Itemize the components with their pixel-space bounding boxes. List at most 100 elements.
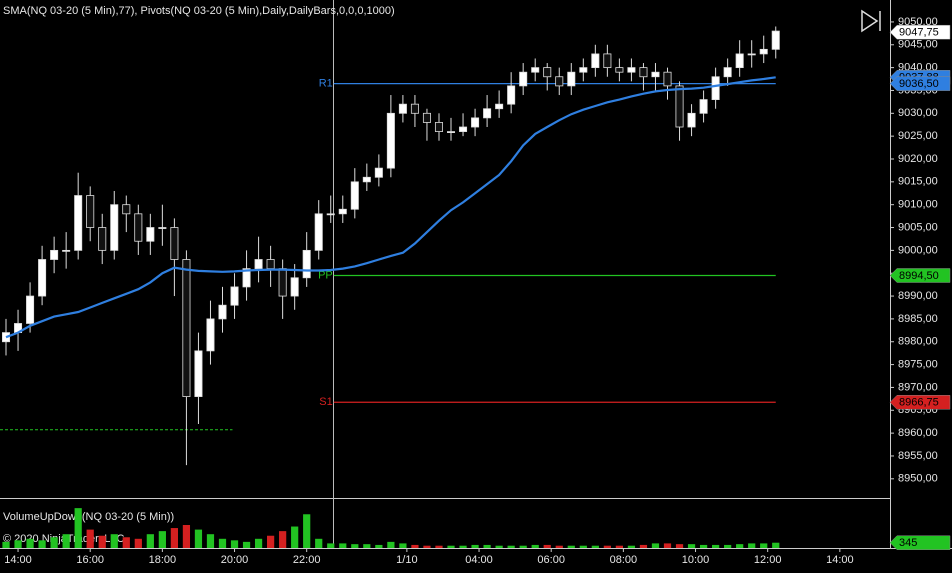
chart-title: SMA(NQ 03-20 (5 Min),77), Pivots(NQ 03-2… — [3, 5, 395, 17]
volume-bar — [279, 531, 287, 548]
volume-bar — [134, 538, 142, 548]
candle-body — [146, 227, 155, 242]
pivot-label: R1 — [319, 78, 333, 90]
candle-body — [362, 176, 371, 183]
y-tick-label: 9020,00 — [898, 153, 938, 165]
pivot-price-label-box — [889, 268, 951, 283]
volume-bar — [736, 544, 744, 548]
volume-bar — [86, 529, 94, 548]
candle-body — [122, 204, 131, 215]
candle-body — [579, 67, 588, 73]
candle-body — [62, 249, 71, 252]
volume-bar — [519, 545, 527, 548]
candle-body — [723, 67, 732, 78]
y-tick-label: 9015,00 — [898, 176, 938, 188]
x-tick-label: 12:00 — [754, 554, 782, 566]
volume-bar — [363, 544, 371, 548]
candle-body — [50, 249, 59, 260]
candle-body — [74, 195, 83, 251]
candle-body — [603, 53, 612, 69]
candle-body — [278, 268, 287, 297]
candle-body — [98, 227, 107, 251]
volume-bar — [483, 544, 491, 548]
play-icon[interactable] — [861, 9, 881, 33]
candle-body — [218, 304, 227, 320]
y-tick-label: 9030,00 — [898, 107, 938, 119]
candle-body — [615, 67, 624, 73]
volume-bar — [435, 545, 443, 548]
candle-body — [158, 227, 167, 229]
x-tick-label: 08:00 — [610, 554, 638, 566]
volume-bar — [411, 544, 419, 548]
volume-bar — [591, 545, 599, 548]
candle-body — [627, 67, 636, 73]
volume-bar — [291, 526, 299, 548]
candle-body — [675, 85, 684, 128]
y-tick-label: 9005,00 — [898, 221, 938, 233]
candle-body — [434, 122, 443, 132]
volume-bar — [603, 545, 611, 548]
y-tick-label: 9045,00 — [898, 39, 938, 51]
pivot-label: S1 — [319, 396, 332, 408]
candle-body — [206, 318, 215, 352]
volume-bar — [230, 540, 239, 548]
volume-bar — [495, 545, 503, 548]
pivot-price-label: 8994,50 — [899, 270, 939, 282]
volume-bar — [375, 544, 383, 548]
volume-bar — [615, 545, 623, 548]
candle-body — [338, 208, 347, 215]
candle-body — [326, 213, 335, 216]
candle-body — [495, 103, 504, 110]
volume-title: VolumeUpDown(NQ 03-20 (5 Min)) — [3, 511, 174, 523]
candle-body — [483, 108, 492, 119]
volume-bar — [110, 534, 118, 548]
candle-body — [711, 76, 720, 101]
last-price-label: 9047,75 — [899, 27, 939, 39]
candle-body — [471, 117, 480, 128]
volume-bar — [315, 538, 323, 548]
x-tick-label: 04:00 — [465, 554, 493, 566]
pivot-price-label-box — [889, 76, 951, 91]
volume-bar — [555, 545, 563, 548]
candle-body — [422, 112, 431, 123]
candle-body — [386, 112, 395, 169]
volume-bar — [242, 541, 251, 548]
y-tick-label: 9050,00 — [898, 16, 938, 28]
volume-bar — [146, 534, 154, 548]
volume-bar — [423, 545, 431, 548]
last-price-label-box — [889, 24, 951, 40]
volume-bar — [218, 538, 227, 548]
pivot-price-label-box — [889, 395, 951, 410]
pivot-price-label: 8966,75 — [899, 397, 939, 409]
volume-bar — [158, 531, 166, 548]
y-tick-label: 8980,00 — [898, 336, 938, 348]
x-tick-label: 06:00 — [537, 554, 565, 566]
volume-bar — [399, 543, 407, 548]
candle-body — [110, 204, 119, 251]
volume-bar — [531, 544, 539, 548]
x-tick-label: 20:00 — [221, 554, 249, 566]
candle-body — [290, 277, 299, 297]
x-tick-label: 18:00 — [149, 554, 177, 566]
candle-body — [459, 126, 468, 132]
x-tick-label: 22:00 — [293, 554, 321, 566]
volume-bar — [38, 540, 46, 548]
y-tick-label: 8970,00 — [898, 381, 938, 393]
candle-body — [555, 76, 564, 87]
candle-body — [410, 103, 419, 114]
volume-bar — [471, 544, 479, 548]
candle-body — [519, 71, 528, 87]
volume-bar — [50, 537, 58, 548]
y-tick-label: 8975,00 — [898, 358, 938, 370]
volume-bar — [182, 525, 191, 548]
candle-body — [194, 350, 203, 397]
volume-bar — [760, 543, 768, 548]
volume-bar — [651, 543, 660, 548]
candle-body — [38, 259, 47, 297]
volume-bar — [351, 544, 359, 548]
volume-bar — [267, 535, 275, 548]
x-tick-label: 1/10 — [396, 554, 417, 566]
volume-bar — [507, 545, 515, 548]
